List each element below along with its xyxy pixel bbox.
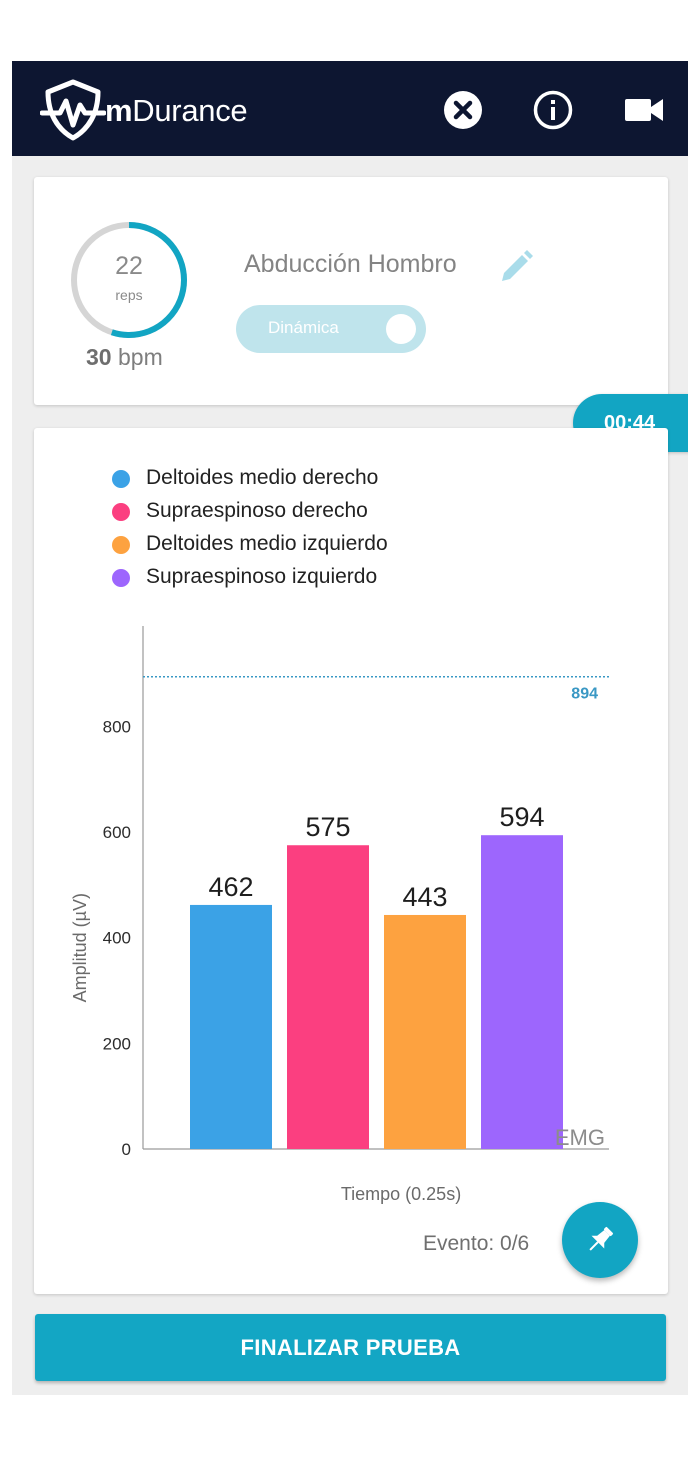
pin-icon xyxy=(589,1226,614,1251)
x-axis-label: Tiempo (0.25s) xyxy=(341,1184,461,1204)
bar xyxy=(384,914,466,1149)
legend-swatch xyxy=(112,503,130,521)
bar-value-label: 443 xyxy=(402,882,447,912)
pin-event-button[interactable] xyxy=(562,1202,638,1278)
mode-toggle-knob xyxy=(386,314,416,344)
reps-label: reps xyxy=(115,287,143,303)
edit-pencil-icon[interactable] xyxy=(496,247,536,287)
emg-chart-card: Deltoides medio derecho Supraespinoso der… xyxy=(34,428,668,1294)
bpm-readout: 30 bpm xyxy=(86,344,163,370)
legend-label: Deltoides medio izquierdo xyxy=(146,532,388,555)
close-icon[interactable] xyxy=(443,90,483,130)
bar xyxy=(481,835,563,1149)
legend-label: Supraespinoso derecho xyxy=(146,499,368,522)
reference-line-label: 894 xyxy=(571,686,598,703)
y-tick-label: 600 xyxy=(103,823,131,842)
y-tick-label: 400 xyxy=(103,929,131,948)
app-screen: mDurance 22 reps 30 bpm Abducción Hombro xyxy=(12,61,688,1395)
bar xyxy=(190,904,272,1149)
reps-count: 22 xyxy=(115,252,143,280)
legend-label: Deltoides medio derecho xyxy=(146,466,379,489)
bar-value-label: 462 xyxy=(208,872,253,902)
y-tick-label: 800 xyxy=(103,717,131,736)
y-tick-label: 200 xyxy=(103,1034,131,1053)
bar-value-label: 575 xyxy=(305,812,350,842)
video-camera-icon[interactable] xyxy=(623,90,665,130)
bar xyxy=(287,845,369,1149)
reps-progress-ring xyxy=(71,222,187,338)
chart-watermark: EMG xyxy=(555,1125,605,1150)
app-bar: mDurance xyxy=(12,61,688,156)
y-axis-label: Amplitud (µV) xyxy=(70,893,90,1002)
legend-swatch xyxy=(112,536,130,554)
finish-test-button[interactable]: FINALIZAR PRUEBA xyxy=(35,1314,666,1381)
shield-heartbeat-logo xyxy=(40,79,106,141)
mode-toggle[interactable]: Dinámica xyxy=(236,305,426,353)
y-tick-label: 0 xyxy=(122,1140,131,1159)
app-brand: mDurance xyxy=(105,93,248,128)
exercise-name: Abducción Hombro xyxy=(244,250,457,278)
legend-swatch xyxy=(112,569,130,587)
session-card: 22 reps 30 bpm Abducción Hombro Dinámica xyxy=(34,177,668,405)
emg-bar-chart: 0 200 400 600 800 Amplitud (µV) 894 462 575 443 59… xyxy=(70,626,609,1204)
mode-toggle-label: Dinámica xyxy=(268,318,339,337)
info-icon[interactable] xyxy=(533,90,573,130)
event-counter: Evento: 0/6 xyxy=(423,1232,530,1255)
bar-value-label: 594 xyxy=(499,802,544,832)
legend-swatch xyxy=(112,470,130,488)
legend-label: Supraespinoso izquierdo xyxy=(146,565,378,588)
